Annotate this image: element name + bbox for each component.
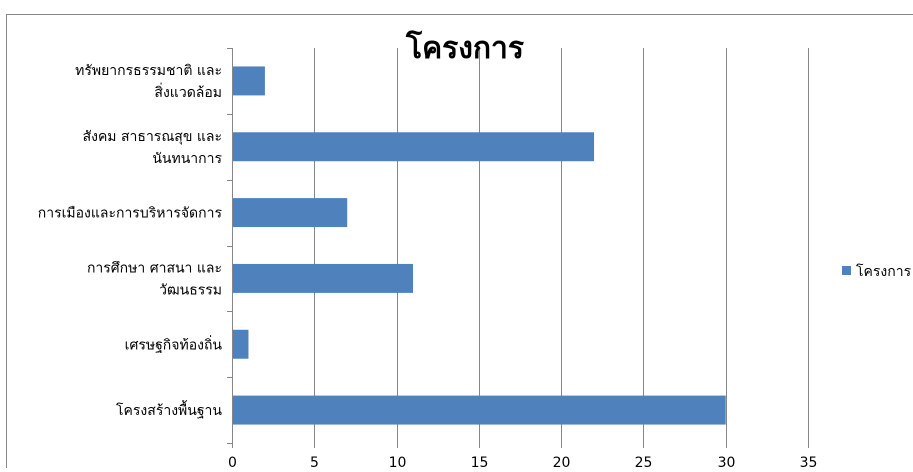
- category-label: สิ่งแวดล้อม: [154, 83, 222, 101]
- x-tick-label: 5: [310, 455, 319, 468]
- category-label: ทรัพยากรธรรมชาติ และ: [75, 63, 222, 79]
- bar: [232, 198, 347, 227]
- x-tick-label: 30: [718, 455, 736, 468]
- x-tick-label: 10: [389, 455, 407, 468]
- bar: [232, 396, 726, 425]
- x-tick-label: 20: [553, 455, 571, 468]
- category-label: โครงสร้างพื้นฐาน: [116, 400, 222, 419]
- category-label: นันทนาการ: [152, 151, 222, 167]
- category-label: การศึกษา ศาสนา และ: [87, 260, 222, 276]
- x-tick-label: 35: [800, 455, 818, 468]
- category-label: การเมืองและการบริหารจัดการ: [38, 206, 223, 222]
- bar: [232, 264, 413, 293]
- legend-swatch: [842, 266, 851, 275]
- category-label: เศรษฐกิจท้องถิ่น: [125, 335, 223, 353]
- x-tick-label: 25: [635, 455, 653, 468]
- bar: [232, 330, 248, 359]
- bar: [232, 66, 265, 95]
- x-tick-label: 0: [228, 455, 237, 468]
- category-label: สังคม สาธารณสุข และ: [83, 129, 222, 145]
- chart-title: โครงการ: [405, 29, 524, 66]
- category-label: วัฒนธรรม: [159, 282, 222, 298]
- legend-label: โครงการ: [856, 263, 912, 280]
- bar: [232, 132, 594, 161]
- x-tick-label: 15: [471, 455, 489, 468]
